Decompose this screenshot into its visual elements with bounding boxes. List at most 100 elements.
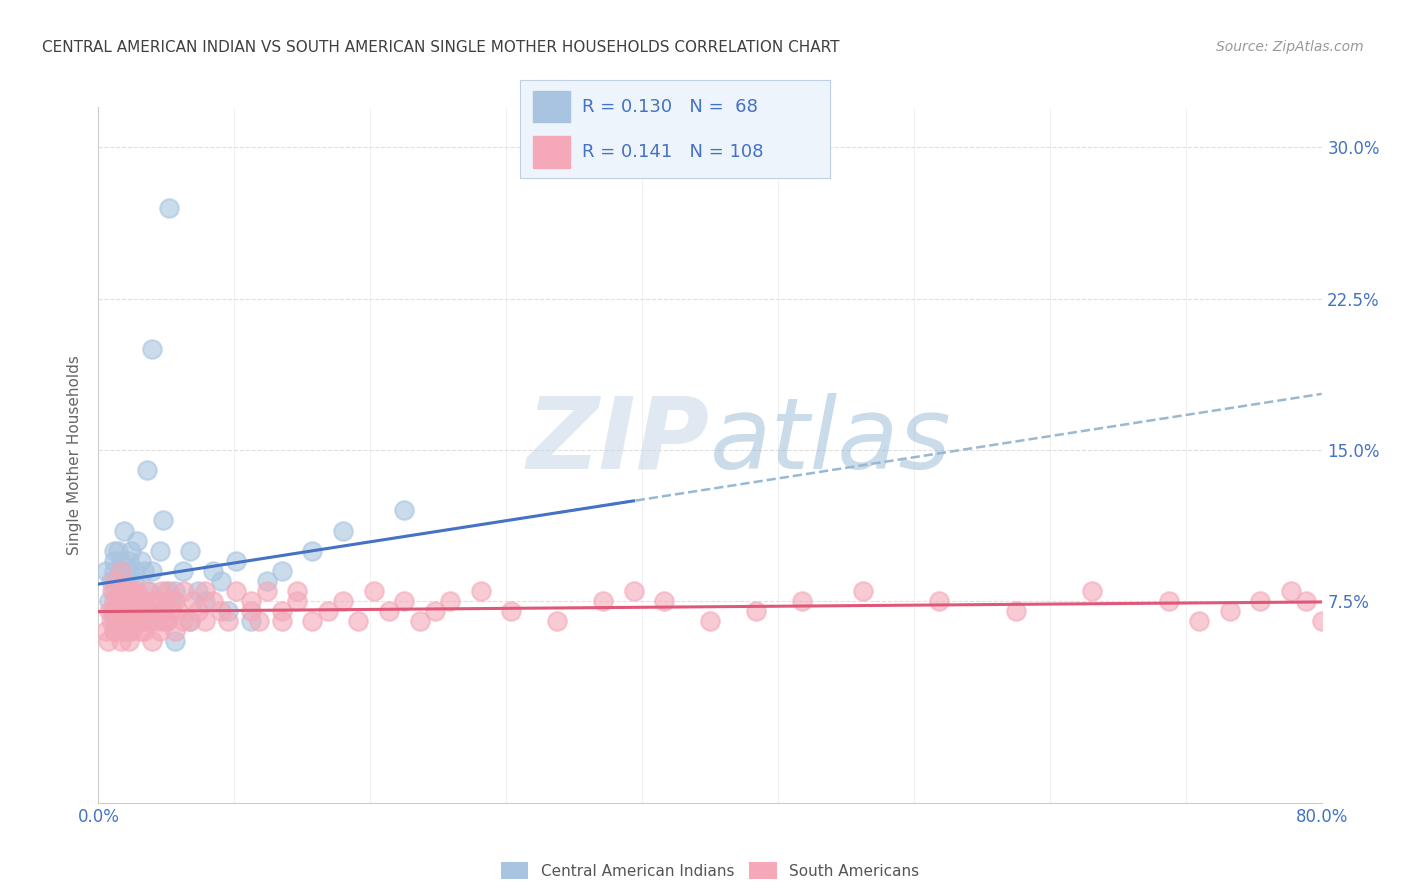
Point <box>111 594 134 608</box>
Point <box>149 594 172 608</box>
Point <box>105 604 128 618</box>
Point <box>120 594 142 608</box>
Point <box>118 604 141 618</box>
Point <box>134 594 156 608</box>
Point <box>115 584 138 599</box>
Point <box>142 604 165 618</box>
Point <box>107 604 129 618</box>
Point <box>240 594 263 608</box>
Point <box>129 604 152 618</box>
Point <box>1188 615 1211 629</box>
Point <box>172 564 194 578</box>
Point <box>332 524 354 538</box>
Point <box>392 594 416 608</box>
Point <box>103 543 125 558</box>
Point <box>141 634 163 648</box>
Point <box>157 584 180 599</box>
Point <box>110 564 132 578</box>
Point <box>194 615 217 629</box>
Text: Source: ZipAtlas.com: Source: ZipAtlas.com <box>1216 40 1364 54</box>
Point <box>103 624 125 639</box>
Point <box>217 604 239 618</box>
Point <box>110 615 132 629</box>
Point <box>173 584 195 599</box>
Point <box>98 594 121 608</box>
Point <box>129 624 152 639</box>
Point <box>136 463 159 477</box>
Point <box>1295 594 1317 608</box>
Text: R = 0.141   N = 108: R = 0.141 N = 108 <box>582 143 763 161</box>
Point <box>439 594 461 608</box>
Point <box>270 604 292 618</box>
Point <box>163 624 186 639</box>
Point <box>127 594 149 608</box>
Point <box>156 615 179 629</box>
Point <box>149 543 172 558</box>
Point <box>118 604 141 618</box>
Point <box>136 584 159 599</box>
Point <box>111 594 134 608</box>
Point <box>128 594 150 608</box>
Point <box>124 564 146 578</box>
Point <box>285 584 308 599</box>
Point <box>225 584 247 599</box>
Point <box>115 574 138 588</box>
Text: R = 0.130   N =  68: R = 0.130 N = 68 <box>582 98 758 116</box>
Point <box>118 634 141 648</box>
Point <box>546 615 568 629</box>
Point <box>332 594 354 608</box>
Point <box>100 615 122 629</box>
Point <box>163 634 186 648</box>
Point <box>110 584 132 599</box>
Point <box>101 584 124 599</box>
Point <box>98 604 121 618</box>
Point <box>94 624 117 639</box>
Point <box>125 584 148 599</box>
Point <box>470 584 492 599</box>
Point <box>127 615 149 629</box>
Point <box>217 615 239 629</box>
Point <box>103 564 125 578</box>
Point <box>172 615 194 629</box>
Point <box>103 594 125 608</box>
Point <box>103 574 125 588</box>
Point <box>852 584 875 599</box>
Point <box>115 604 138 618</box>
Point <box>97 634 120 648</box>
Legend: Central American Indians, South Americans: Central American Indians, South American… <box>495 855 925 886</box>
Text: CENTRAL AMERICAN INDIAN VS SOUTH AMERICAN SINGLE MOTHER HOUSEHOLDS CORRELATION C: CENTRAL AMERICAN INDIAN VS SOUTH AMERICA… <box>42 40 839 55</box>
Point <box>118 554 141 568</box>
Point <box>107 594 129 608</box>
Point <box>115 615 138 629</box>
Point <box>699 615 721 629</box>
Point <box>202 594 225 608</box>
Point <box>94 564 117 578</box>
Point <box>121 594 143 608</box>
Point <box>181 594 204 608</box>
Point <box>121 615 143 629</box>
Point <box>134 564 156 578</box>
Point <box>134 624 156 639</box>
Point <box>105 615 128 629</box>
Point <box>160 604 183 618</box>
Point <box>125 604 148 618</box>
Point <box>121 624 143 639</box>
Point <box>1157 594 1180 608</box>
Point <box>134 615 156 629</box>
Point <box>141 564 163 578</box>
Text: ZIP: ZIP <box>527 392 710 490</box>
Point <box>101 604 124 618</box>
Point <box>149 624 172 639</box>
Bar <box>533 91 569 122</box>
Point <box>141 342 163 356</box>
Point <box>139 615 162 629</box>
Point <box>117 564 139 578</box>
Point <box>105 574 128 588</box>
Point <box>623 584 645 599</box>
Y-axis label: Single Mother Households: Single Mother Households <box>66 355 82 555</box>
Point <box>1081 584 1104 599</box>
Point <box>1219 604 1241 618</box>
Point <box>652 594 675 608</box>
Point <box>117 624 139 639</box>
Point <box>118 615 141 629</box>
